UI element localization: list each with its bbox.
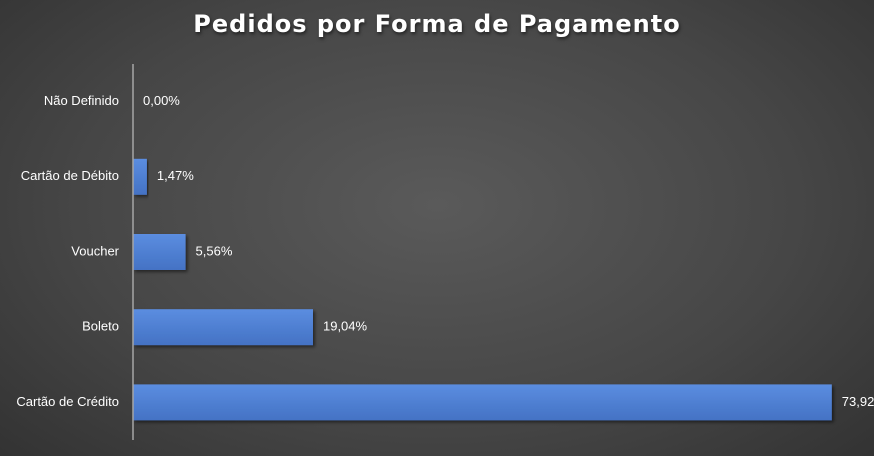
data-label-cartao-de-debito: 1,47% (157, 168, 194, 183)
tick-label-cartao-de-credito: Cartão de Crédito (16, 394, 119, 409)
bar-boleto (133, 309, 313, 346)
labels-layer: Não Definido 0,00% Cartão de Débito 1,47% Vo… (16, 93, 874, 409)
chart-title: Pedidos por Forma de Pagamento (193, 10, 681, 38)
tick-label-voucher: Voucher (71, 243, 119, 258)
data-label-nao-definido: 0,00% (143, 93, 180, 108)
tick-label-boleto: Boleto (82, 319, 119, 334)
data-label-boleto: 19,04% (323, 319, 368, 334)
tick-label-nao-definido: Não Definido (44, 93, 119, 108)
bars-layer (133, 158, 832, 421)
tick-label-cartao-de-debito: Cartão de Débito (21, 168, 119, 183)
bar-cartao-de-debito (133, 158, 147, 195)
bar-voucher (133, 234, 186, 270)
bar-cartao-de-credito (133, 384, 832, 421)
data-label-cartao-de-credito: 73,92% (842, 394, 874, 409)
data-label-voucher: 5,56% (196, 243, 233, 258)
